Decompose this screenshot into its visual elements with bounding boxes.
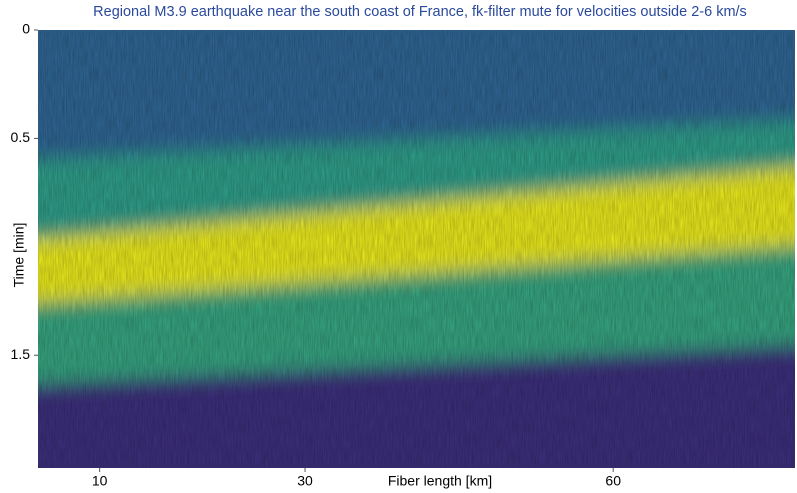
x-axis-label: Fiber length [km] <box>388 473 492 489</box>
x-tick-label: 10 <box>92 473 108 489</box>
y-axis-label: Time [min] <box>11 223 27 288</box>
y-tick-label: 0.5 <box>11 129 31 145</box>
x-tick-label: 30 <box>297 473 313 489</box>
plot-area <box>38 30 795 468</box>
grain <box>38 30 795 468</box>
y-tick-label: 1.5 <box>11 346 31 362</box>
x-tick-label: 60 <box>605 473 621 489</box>
chart-title: Regional M3.9 earthquake near the south … <box>93 4 747 20</box>
y-tick-label: 0 <box>22 21 30 37</box>
